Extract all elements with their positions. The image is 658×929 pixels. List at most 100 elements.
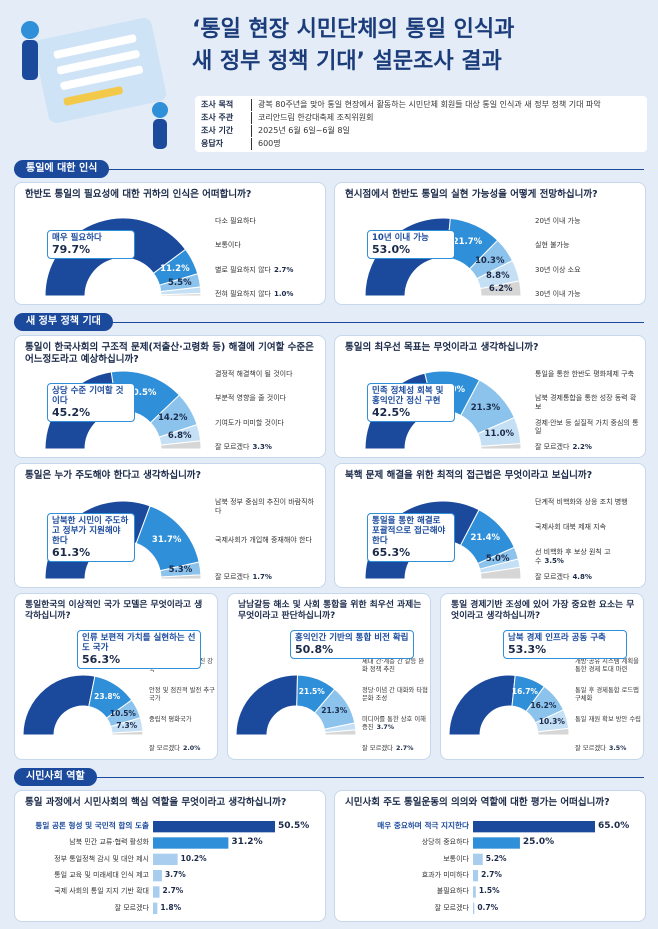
category-label: 매우 중요하며 적극 지지한다 [377,821,469,830]
chart-panel: 통일 경제기반 조성에 있어 가장 중요한 요소는 무엇이라고 생각하십니까? 개… [440,593,644,760]
callout-value: 79.7% [52,243,91,256]
chart-panel: 한반도 통일의 필요성에 대한 귀하의 인식은 어떠합니까? 다소 필요하다 11.… [14,182,326,305]
category-text: 실현 불가능 [535,241,570,250]
value-label: 4.8% [572,573,592,581]
value-label: 21.3% [321,706,348,716]
category-label: 잘 모르겠다 2.2% [535,443,639,452]
callout: 통일을 통한 해결로 포괄적으로 접근해야 한다 65.3% [367,513,455,562]
illustration [21,17,168,149]
callout-value: 56.3% [82,653,121,666]
category-label: 남북 민간 교류·협력 활성화 [69,838,149,847]
value-label: 5.3% [168,565,193,576]
value-label: 5.2% [485,853,507,863]
info-row: 조사 주관 코리안드림 한강대축제 조직위원회 [201,112,374,124]
value-label: 3.7% [164,870,186,879]
value-label: 5.0% [485,553,510,564]
chart-title: 현시점에서 한반도 통일의 실현 가능성을 어떻게 전망하십니까? [345,189,598,200]
value-label: 31.2% [231,837,263,848]
callout-value: 50.8% [295,643,334,656]
category-text: 통일 재원 확보 방안 수립 [575,716,641,723]
title-line: 새 정부 정책 기대’ 설문조사 결과 [192,49,502,74]
category-text: 별로 필요하지 않다 [215,265,271,274]
category-label: 30년 이상 소요 [535,266,639,275]
donut-segment [160,440,202,450]
chart-panel: 통일이 한국사회의 구조적 문제(저출산·고령화 등) 해결에 기여할 수준은 … [14,335,326,458]
value-label: 11.0% [484,429,515,440]
value-label: 2.7% [273,265,294,274]
value-label: 1.0% [273,290,294,298]
bar [473,821,595,833]
title: ‘통일 현장 시민단체의 통일 인식과 새 정부 정책 기대’ 설문조사 결과 [192,14,514,78]
category-text: 국제사회가 개입해 중재해야 한다 [215,535,312,544]
callout-value: 53.3% [508,643,547,656]
callout: 남북한 시민이 주도하고 정부가 지원해야 한다 61.3% [47,513,135,562]
donut-segment [448,674,516,736]
info-label: 응답자 [201,139,224,148]
callout-category: 10년 이내 가능 [372,233,429,243]
info-text: 2025년 6월 6일~6월 8일 [251,125,350,137]
chart-title: 시민사회 주도 통일운동의 의의와 역할에 대한 평가는 어떠십니까? [345,797,610,808]
row [63,86,123,106]
info-label: 조사 주관 [201,113,234,122]
value-label: 0.7% [477,902,499,912]
category-text: 잘 모르겠다 [149,745,180,752]
category-label: 국제사회가 개입해 중재해야 한다 [215,536,319,545]
category-label: 잘 모르겠다 2.7% [362,745,428,753]
value-label: 2.7% [395,745,414,752]
value-label: 30.5% [126,388,157,399]
category-text: 잘 모르겠다 [215,573,250,581]
category-label: 남북 정부 중심의 추진이 바람직하다 [215,498,319,515]
category-label: 실현 불가능 [535,241,639,250]
category-label: 통일 공론 형성 및 국민적 합의 도출 [35,821,149,830]
info-row: 응답자 600명 [201,138,281,150]
value-label: 16.7% [511,687,538,697]
value-label: 8.8% [486,271,510,282]
section-title: 시민사회 역할 [14,768,97,786]
value-label: 11.2% [160,264,190,275]
value-label: 21.5% [298,687,325,697]
figure [153,119,167,149]
value-label: 21.3% [470,403,501,414]
category-label: 통일을 통한 한반도 평화체제 구축 [535,370,639,379]
info-row: 조사 목적 광복 80주년을 맞아 통일 현장에서 활동하는 시민단체 회원들 대… [201,99,601,111]
donut-segment [111,730,144,736]
category-text: 잘 모르겠다 [215,443,250,451]
section-line [14,169,644,170]
bar [473,870,479,882]
chart-title: 통일한국의 이상적인 국가 모델은 무엇이라고 생각하십니까? [25,600,203,621]
category-label: 잘 모르겠다 4.8% [535,573,639,582]
category-label: 20년 이내 가능 [535,217,639,226]
category-text: 개방·공유 시스템 계획을 통한 경제 토대 마련 [575,658,639,673]
info-box: 조사 목적 광복 80주년을 맞아 통일 현장에서 활동하는 시민단체 회원들 대… [195,96,647,152]
value-label: 21.4% [470,533,501,544]
section-line [14,322,644,323]
category-label: 별로 필요하지 않다 2.7% [215,266,319,275]
category-label: 통일 교육 및 미래세대 인식 제고 [54,871,149,879]
row [56,50,140,75]
value-label: 31.7% [151,534,182,545]
category-label: 보통이다 [215,241,319,250]
donut-segment [160,574,202,580]
bar [153,821,275,833]
category-text: 중립적 평화국가 [149,716,192,723]
callout-category: 홍익인간 기반의 통합 비전 확립 [295,633,409,643]
category-text: 정당·이념 간 대화와 타협 문화 조성 [362,687,428,702]
category-label: 보통이다 [443,854,469,863]
callout: 민족 정체성 회복 및 홍익인간 정신 구현 42.5% [367,383,455,422]
value-label: 3.5% [608,745,627,752]
section-title: 새 정부 정책 기대 [14,313,113,331]
value-label: 2.0% [182,745,201,752]
category-label: 통일 재원 확보 방안 수립 [575,716,641,724]
category-text: 통일 후 경제통합 로드맵 구체화 [575,687,639,702]
category-label: 개방·공유 시스템 계획을 통한 경제 토대 마련 [575,658,641,673]
donut-segment [480,566,522,580]
callout: 매우 필요하다 79.7% [47,230,135,259]
bar [473,837,520,849]
chart-panel: 남남갈등 해소 및 사회 통합을 위한 최우선 과제는 무엇이라고 판단하십니까… [227,593,431,760]
category-text: 다소 필요하다 [215,217,256,225]
value-label: 6.8% [167,430,192,441]
category-label: 남북 경제통합을 통한 성장 동력 확보 [535,394,639,411]
category-label: 30년 이내 가능 [535,290,639,299]
category-text: 20년 이내 가능 [535,217,581,225]
figure [152,102,168,118]
